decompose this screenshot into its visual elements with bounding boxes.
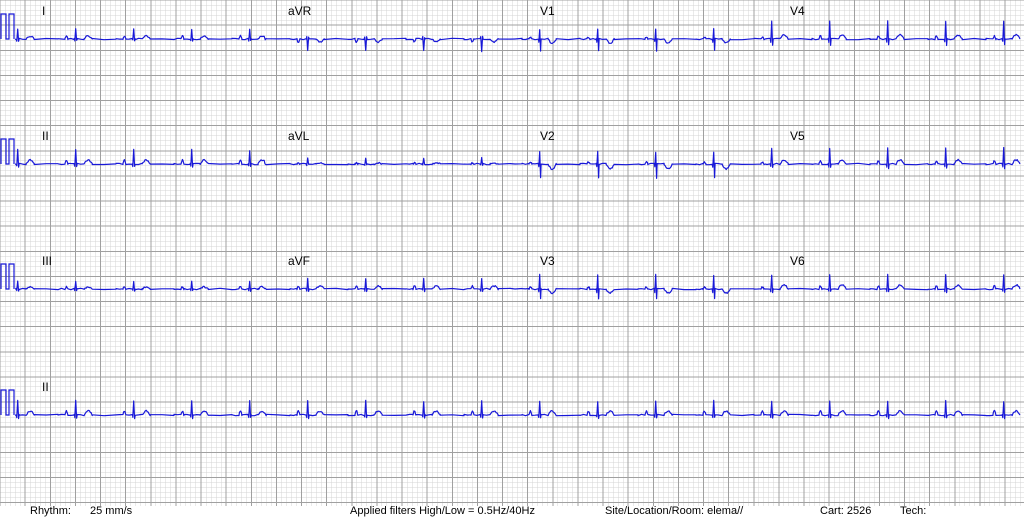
footer-tech: Tech: (900, 505, 926, 517)
ecg-svg: IaVR V1 V4 II aVL V2 V5 III aVF V3 V6 II (0, 0, 1024, 524)
footer-cart: Cart: 2526 (820, 505, 871, 517)
lead-label-V6: V6 (790, 254, 805, 268)
lead-label-V1: V1 (540, 4, 555, 18)
lead-label-V5: V5 (790, 129, 805, 143)
footer-site: Site/Location/Room: elema// (605, 505, 743, 517)
lead-label-V3: V3 (540, 254, 555, 268)
lead-label-I: I (42, 4, 45, 18)
ecg-container: IaVR V1 V4 II aVL V2 V5 III aVF V3 V6 II Rhythm: 25… (0, 0, 1024, 524)
lead-label-II: II (42, 129, 49, 143)
lead-label-V2: V2 (540, 129, 555, 143)
footer-bar: Rhythm: 25 mm/s Applied filters High/Low… (0, 505, 1024, 521)
footer-rhythm-label: Rhythm: (30, 505, 71, 517)
footer-filters: Applied filters High/Low = 0.5Hz/40Hz (350, 505, 535, 517)
lead-label-V4: V4 (790, 4, 805, 18)
lead-label-aVR: aVR (288, 4, 312, 18)
lead-label-II: II (42, 380, 49, 394)
lead-label-aVL: aVL (288, 129, 310, 143)
lead-label-III: III (42, 254, 52, 268)
footer-speed: 25 mm/s (90, 505, 132, 517)
lead-label-aVF: aVF (288, 254, 310, 268)
